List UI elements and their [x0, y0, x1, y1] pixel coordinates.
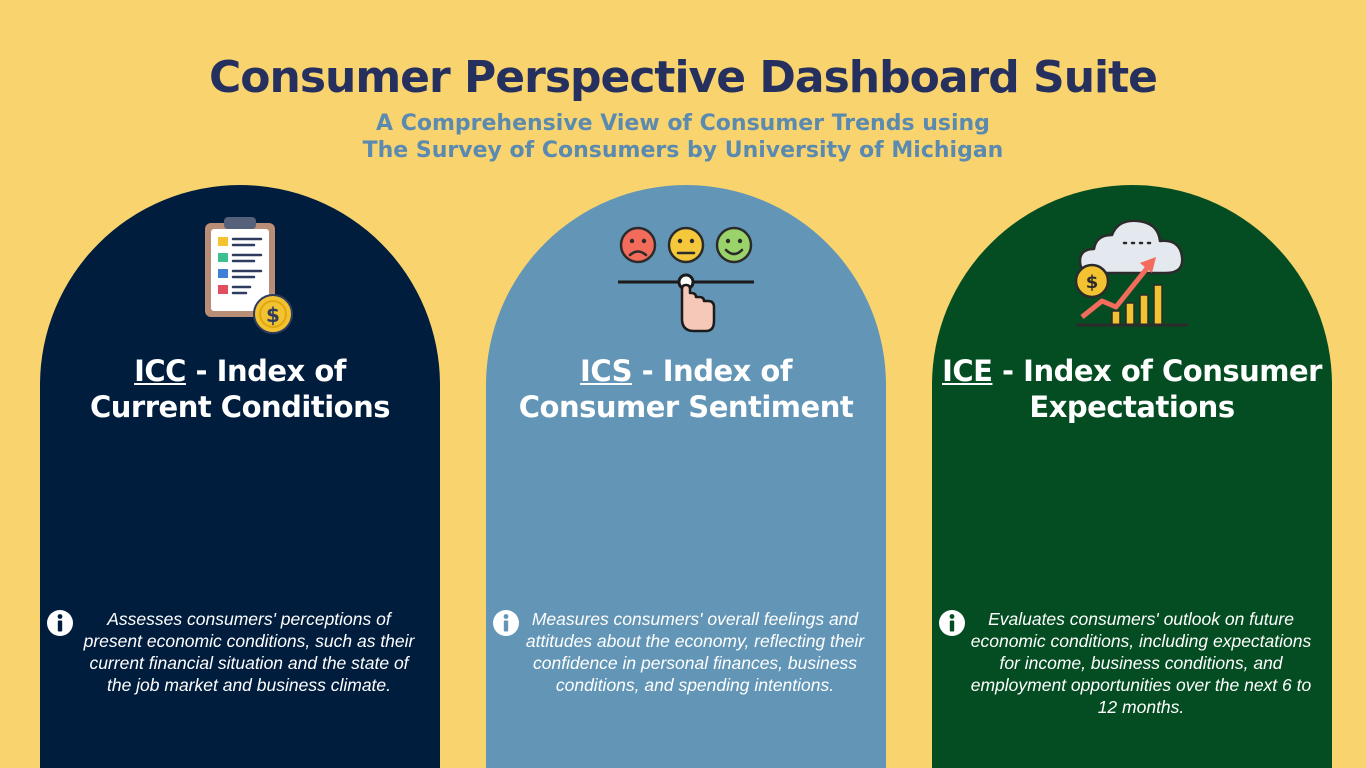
- info-icon: [493, 610, 519, 636]
- card-icc[interactable]: $ ICC - Index of Current Conditions Asse…: [40, 185, 440, 768]
- svg-text:$: $: [266, 303, 280, 327]
- info-icon: [47, 610, 73, 636]
- card-ics-title-line2: Consumer Sentiment: [518, 390, 854, 424]
- card-ice-title-rest: - Index of Consumer: [992, 354, 1322, 388]
- card-ics-title-rest: - Index of: [632, 354, 793, 388]
- page-title: Consumer Perspective Dashboard Suite: [208, 52, 1158, 103]
- page-subtitle: A Comprehensive View of Consumer Trends …: [0, 110, 1366, 164]
- card-icc-description: Assesses consumers' perceptions of prese…: [83, 609, 415, 695]
- info-icon: [939, 610, 965, 636]
- card-ics-description: Measures consumers' overall feelings and…: [525, 609, 865, 695]
- card-ics[interactable]: ICS - Index of Consumer Sentiment Measur…: [486, 185, 886, 768]
- card-ice-description: Evaluates consumers' outlook on future e…: [970, 609, 1312, 717]
- card-ice-title: ICE - Index of Consumer Expectations: [932, 353, 1332, 425]
- cloud-growth-chart-icon: $: [1074, 219, 1188, 327]
- card-icc-title: ICC - Index of Current Conditions: [40, 353, 440, 425]
- card-ice-abbr: ICE: [942, 354, 993, 388]
- card-ics-abbr: ICS: [580, 354, 633, 388]
- subtitle-line-2: The Survey of Consumers by University of…: [362, 138, 1004, 163]
- sentiment-slider-icon: [618, 226, 754, 333]
- card-ice-title-line2: Expectations: [1029, 390, 1235, 424]
- clipboard-dollar-icon: $: [205, 217, 293, 334]
- card-icc-title-line2: Current Conditions: [90, 390, 391, 424]
- subtitle-line-1: A Comprehensive View of Consumer Trends …: [376, 111, 990, 136]
- card-icc-title-rest: - Index of: [185, 354, 347, 388]
- svg-text:$: $: [1086, 272, 1099, 293]
- card-icc-abbr: ICC: [134, 354, 186, 388]
- card-ice[interactable]: $ ICE - Index of Consumer Expectations E…: [932, 185, 1332, 768]
- card-ics-title: ICS - Index of Consumer Sentiment: [486, 353, 886, 425]
